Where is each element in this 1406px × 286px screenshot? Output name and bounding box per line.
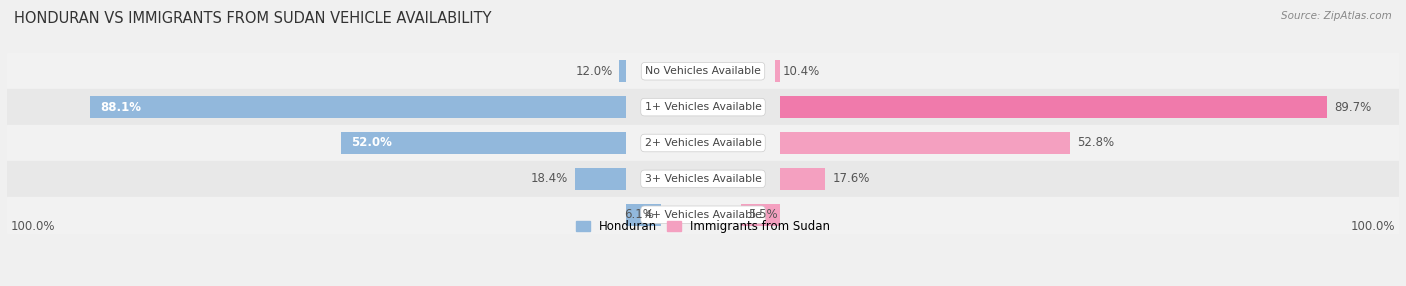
- Bar: [775, 60, 779, 82]
- Bar: [627, 204, 661, 226]
- Bar: [620, 60, 627, 82]
- Text: 52.0%: 52.0%: [352, 136, 392, 150]
- Text: 52.8%: 52.8%: [1077, 136, 1115, 150]
- Text: 4+ Vehicles Available: 4+ Vehicles Available: [644, 210, 762, 220]
- Text: 18.4%: 18.4%: [530, 172, 568, 185]
- Text: HONDURAN VS IMMIGRANTS FROM SUDAN VEHICLE AVAILABILITY: HONDURAN VS IMMIGRANTS FROM SUDAN VEHICL…: [14, 11, 492, 26]
- Text: 2+ Vehicles Available: 2+ Vehicles Available: [644, 138, 762, 148]
- Legend: Honduran, Immigrants from Sudan: Honduran, Immigrants from Sudan: [571, 215, 835, 238]
- Text: 89.7%: 89.7%: [1334, 101, 1371, 114]
- Text: Source: ZipAtlas.com: Source: ZipAtlas.com: [1281, 11, 1392, 21]
- Text: 6.1%: 6.1%: [624, 208, 654, 221]
- Bar: [779, 168, 825, 190]
- Text: 88.1%: 88.1%: [100, 101, 141, 114]
- Bar: [779, 96, 1327, 118]
- Bar: [342, 132, 627, 154]
- Bar: [7, 89, 1399, 125]
- Bar: [7, 197, 1399, 233]
- Text: 3+ Vehicles Available: 3+ Vehicles Available: [644, 174, 762, 184]
- Text: 12.0%: 12.0%: [575, 65, 613, 78]
- Bar: [7, 161, 1399, 197]
- Text: 100.0%: 100.0%: [1351, 221, 1396, 233]
- Bar: [575, 168, 627, 190]
- Bar: [741, 204, 779, 226]
- Text: 10.4%: 10.4%: [782, 65, 820, 78]
- Text: 17.6%: 17.6%: [832, 172, 870, 185]
- Text: 5.5%: 5.5%: [748, 208, 778, 221]
- Bar: [7, 125, 1399, 161]
- Bar: [7, 53, 1399, 89]
- Text: No Vehicles Available: No Vehicles Available: [645, 66, 761, 76]
- Text: 100.0%: 100.0%: [10, 221, 55, 233]
- Bar: [779, 132, 1070, 154]
- Bar: [90, 96, 627, 118]
- Text: 1+ Vehicles Available: 1+ Vehicles Available: [644, 102, 762, 112]
